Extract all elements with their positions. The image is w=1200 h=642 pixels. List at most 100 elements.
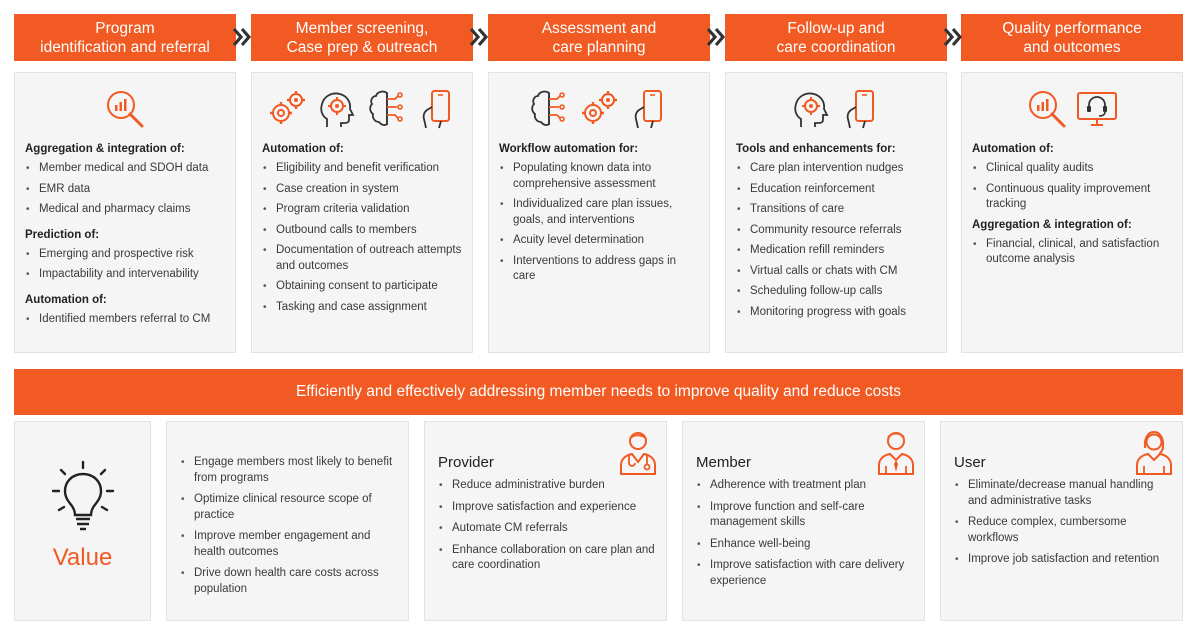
group-heading: Tools and enhancements for: (736, 143, 896, 155)
head-gears-icon (320, 92, 355, 127)
list-item: Clinical quality audits (972, 161, 1174, 177)
list-item: Individualized care plan issues, goals, … (499, 197, 701, 228)
gears-icon (270, 91, 305, 124)
stage-2-panel: Automation of: Eligibility and benefit v… (251, 72, 473, 353)
list-item: Optimize clinical resource scope of prac… (180, 492, 400, 523)
list-item: Improve member engagement and health out… (180, 529, 400, 560)
chevron-right-icon (233, 27, 251, 47)
stage-3-title: Assessment and care planning (541, 19, 657, 56)
stage-1-title: Program identification and referral (40, 19, 210, 56)
hand-phone-icon (846, 90, 874, 129)
stage-5-title: Quality performance and outcomes (1002, 19, 1142, 56)
stage-1-content: Aggregation & integration of: Member med… (25, 143, 227, 332)
list-item: Continuous quality improvement tracking (972, 182, 1174, 213)
list-item: Improve job satisfaction and retention (954, 552, 1174, 568)
member-panel: Member Adherence with treatment plan Imp… (682, 421, 925, 621)
list-item: Program criteria validation (262, 202, 464, 218)
stage-4-panel: Tools and enhancements for: Care plan in… (725, 72, 947, 353)
list-item: Drive down health care costs across popu… (180, 566, 400, 597)
stage-5-icons (962, 87, 1182, 131)
chevron-right-icon (944, 27, 962, 47)
list-item: Eligibility and benefit verification (262, 161, 464, 177)
list-item: Reduce administrative burden (438, 478, 658, 494)
list-item: Improve function and self-care managemen… (696, 500, 916, 531)
list-item: Reduce complex, cumbersome workflows (954, 515, 1174, 546)
user-list: Eliminate/decrease manual handling and a… (954, 478, 1174, 574)
stage-3-panel: Workflow automation for: Populating know… (488, 72, 710, 353)
chevron-right-icon (707, 27, 725, 47)
stage-5-panel: Automation of: Clinical quality audits C… (961, 72, 1183, 353)
headset-monitor-icon (1077, 92, 1117, 126)
woman-icon (1136, 430, 1172, 475)
member-title: Member (696, 454, 752, 471)
lightbulb-icon (51, 460, 115, 531)
group-heading: Aggregation & integration of: (972, 218, 1132, 231)
item-list: Emerging and prospective risk Impactabil… (25, 247, 227, 283)
list-item: Enhance well-being (696, 537, 916, 553)
list-item: Care plan intervention nudges (736, 161, 938, 177)
list-item: Education reinforcement (736, 182, 938, 198)
doctor-icon (620, 432, 656, 475)
list-item: Monitoring progress with goals (736, 305, 938, 321)
stage-3-header: Assessment and care planning (488, 14, 710, 61)
item-list: Eligibility and benefit verification Cas… (262, 161, 464, 315)
provider-title: Provider (438, 454, 494, 471)
list-item: Medical and pharmacy claims (25, 202, 227, 218)
provider-list: Reduce administrative burden Improve sat… (438, 478, 658, 580)
gears-icon (582, 91, 617, 124)
group-heading: Automation of: (262, 143, 344, 155)
list-item: Transitions of care (736, 202, 938, 218)
provider-panel: Provider Reduce administrative burden Im… (424, 421, 667, 621)
list-item: Adherence with treatment plan (696, 478, 916, 494)
item-list: Clinical quality audits Continuous quali… (972, 161, 1174, 213)
stage-3-content: Workflow automation for: Populating know… (499, 143, 701, 290)
stage-4-title: Follow-up and care coordination (776, 19, 896, 56)
list-item: Outbound calls to members (262, 223, 464, 239)
analytics-magnifier-icon (1029, 91, 1066, 128)
list-item: Impactability and intervenability (25, 267, 227, 283)
stage-4-content: Tools and enhancements for: Care plan in… (736, 143, 938, 325)
stage-4-icons (726, 87, 946, 131)
list-item: Acuity level determination (499, 233, 701, 249)
ai-brain-icon (531, 90, 565, 126)
group-heading: Automation of: (972, 143, 1054, 155)
value-panel: Value (14, 421, 151, 621)
list-item: Case creation in system (262, 182, 464, 198)
list-item: Engage members most likely to benefit fr… (180, 455, 400, 486)
stage-5-content: Automation of: Clinical quality audits C… (972, 143, 1174, 273)
item-list: Populating known data into comprehensive… (499, 161, 701, 285)
list-item: Eliminate/decrease manual handling and a… (954, 478, 1174, 509)
analytics-magnifier-icon (107, 91, 144, 128)
list-item: Community resource referrals (736, 223, 938, 239)
value-benefits-list: Engage members most likely to benefit fr… (180, 455, 400, 603)
group-heading: Prediction of: (25, 228, 100, 241)
list-item: Interventions to address gaps in care (499, 254, 701, 285)
user-panel: User Eliminate/decrease manual handling … (940, 421, 1183, 621)
stage-4-header: Follow-up and care coordination (725, 14, 947, 61)
list-item: Improve satisfaction with care delivery … (696, 558, 916, 589)
list-item: EMR data (25, 182, 227, 198)
list-item: Enhance collaboration on care plan and c… (438, 543, 658, 574)
list-item: Scheduling follow-up calls (736, 284, 938, 300)
value-label: Value (52, 544, 113, 571)
list-item: Member medical and SDOH data (25, 161, 227, 177)
list-item: Obtaining consent to participate (262, 279, 464, 295)
stage-5-header: Quality performance and outcomes (961, 14, 1183, 61)
list-item: Identified members referral to CM (25, 312, 227, 328)
item-list: Care plan intervention nudges Education … (736, 161, 938, 320)
stage-1-icons (15, 87, 235, 131)
summary-banner: Efficiently and effectively addressing m… (14, 369, 1183, 415)
item-list: Member medical and SDOH data EMR data Me… (25, 161, 227, 218)
hand-phone-icon (422, 90, 450, 129)
stage-1-header: Program identification and referral (14, 14, 236, 61)
stage-1-panel: Aggregation & integration of: Member med… (14, 72, 236, 353)
member-list: Adherence with treatment plan Improve fu… (696, 478, 916, 595)
man-icon (878, 432, 914, 475)
head-gears-icon (794, 92, 829, 127)
stage-2-header: Member screening, Case prep & outreach (251, 14, 473, 61)
summary-banner-text: Efficiently and effectively addressing m… (295, 383, 902, 400)
list-item: Documentation of outreach attempts and o… (262, 243, 464, 274)
group-heading: Aggregation & integration of: (25, 143, 185, 155)
stage-2-content: Automation of: Eligibility and benefit v… (262, 143, 464, 320)
user-title: User (954, 454, 986, 471)
